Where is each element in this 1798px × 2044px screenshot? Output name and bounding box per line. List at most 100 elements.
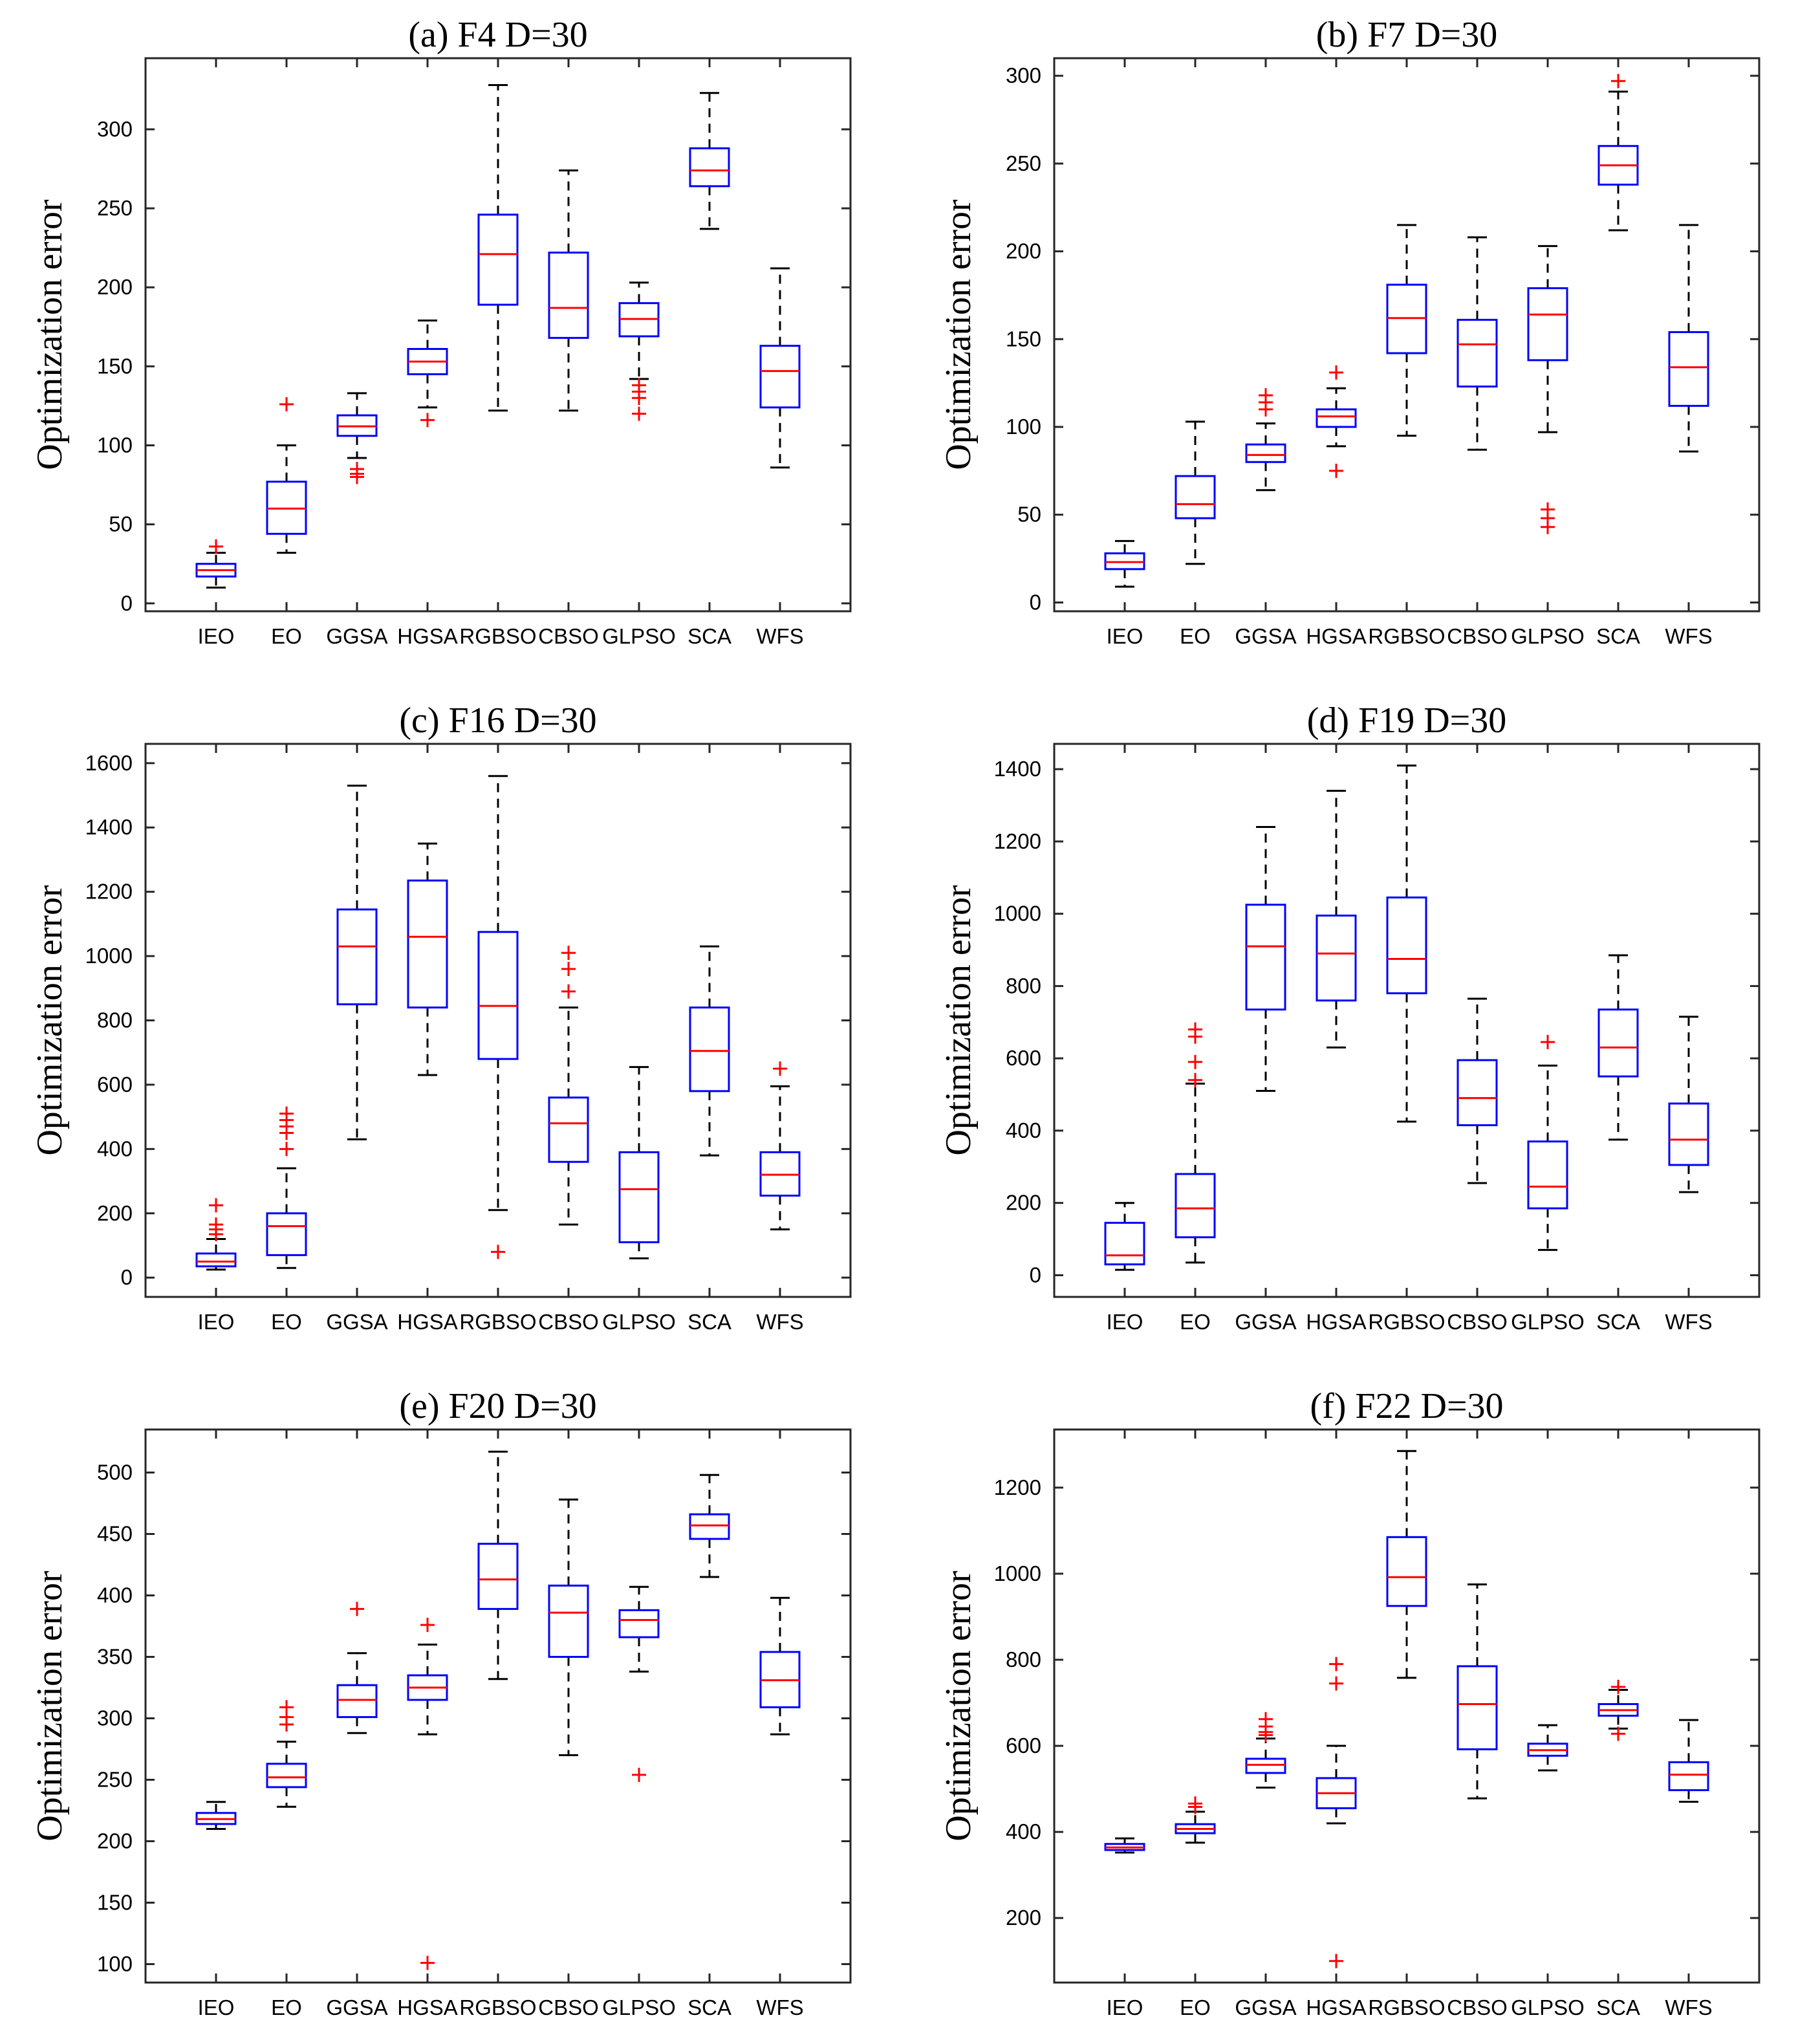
- boxplot-sca: [689, 1473, 730, 1578]
- boxplot-sca: [1598, 74, 1639, 232]
- outlier-marker: [561, 961, 576, 976]
- iqr-box: [336, 1684, 378, 1719]
- iqr-box: [1245, 1757, 1286, 1774]
- outlier-marker: [561, 946, 576, 961]
- boxplot-eo: [1175, 420, 1216, 565]
- boxplot-hgsa: [1316, 1657, 1357, 1968]
- y-tick-label: 200: [1006, 1191, 1041, 1215]
- x-category-label: HGSA: [1306, 1310, 1367, 1334]
- y-tick-label: 400: [1006, 1118, 1041, 1142]
- iqr-box: [1245, 904, 1286, 1011]
- x-category-label: EO: [1180, 1995, 1211, 2019]
- y-tick-label: 1400: [85, 815, 133, 839]
- outlier-marker: [1329, 365, 1343, 380]
- chart-panel-1: (b) F7 D=30 Optimization error 0 50 100 150 20…: [938, 15, 1760, 648]
- boxplot-cbso: [548, 1498, 589, 1756]
- chart-panel-0: (a) F4 D=30 Optimization error 0 50 100 150 20…: [30, 15, 852, 648]
- outlier-marker: [279, 1700, 294, 1715]
- outlier-marker: [279, 1106, 294, 1121]
- iqr-box: [336, 908, 378, 1006]
- axes-frame: [144, 743, 852, 1298]
- iqr-box: [1175, 1173, 1216, 1239]
- boxplot-sca: [1598, 1679, 1639, 1741]
- chart-title: (d) F19 D=30: [1307, 701, 1506, 741]
- outlier-marker: [632, 406, 646, 421]
- outlier-marker: [1541, 502, 1555, 517]
- outlier-marker: [632, 378, 646, 393]
- boxplot-eo: [266, 1700, 307, 1808]
- iqr-box: [1668, 1761, 1709, 1792]
- boxplot-rgbso: [1386, 1450, 1427, 1679]
- y-tick-label: 250: [97, 196, 133, 220]
- outlier-marker: [1541, 1035, 1555, 1050]
- x-category-label: RGBSO: [1368, 624, 1445, 648]
- boxplot-eo: [266, 397, 307, 554]
- boxplot-wfs: [759, 1596, 801, 1735]
- iqr-box: [1668, 331, 1709, 407]
- y-tick-label: 250: [1006, 151, 1041, 175]
- outlier-marker: [279, 1142, 294, 1157]
- x-category-label: RGBSO: [459, 1310, 536, 1334]
- boxplot-glpso: [1527, 1724, 1568, 1772]
- y-tick-label: 200: [1006, 1906, 1041, 1930]
- boxplot-hgsa: [407, 842, 448, 1076]
- boxplot-glpso: [1527, 245, 1568, 534]
- x-category-label: CBSO: [1447, 624, 1508, 648]
- outlier-marker: [1329, 1657, 1343, 1671]
- boxplot-cbso: [1457, 1583, 1498, 1799]
- boxplot-rgbso: [477, 1450, 519, 1680]
- y-tick-label: 500: [97, 1461, 133, 1484]
- chart-panel-3: (d) F19 D=30 Optimization error 0 200 400 600…: [938, 701, 1760, 1334]
- iqr-box: [548, 1096, 589, 1163]
- y-tick-label: 100: [97, 433, 133, 457]
- boxplot-cbso: [548, 169, 589, 412]
- iqr-box: [477, 213, 519, 306]
- iqr-box: [1457, 318, 1498, 388]
- x-category-label: EO: [271, 624, 302, 648]
- y-tick-label: 600: [1006, 1046, 1041, 1070]
- iqr-box: [477, 931, 519, 1060]
- outlier-marker: [1329, 1676, 1343, 1691]
- outlier-marker: [209, 1198, 223, 1213]
- outlier-marker: [561, 984, 576, 999]
- iqr-box: [618, 1151, 660, 1243]
- x-category-label: RGBSO: [459, 624, 536, 648]
- y-tick-label: 150: [97, 1891, 133, 1915]
- y-tick-label: 1000: [994, 1561, 1041, 1585]
- y-tick-label: 0: [121, 591, 133, 615]
- boxplot-ieo: [1104, 1837, 1145, 1854]
- boxplot-ieo: [195, 539, 237, 589]
- y-tick-label: 150: [97, 354, 133, 378]
- y-tick-label: 150: [1006, 327, 1041, 351]
- x-category-label: GGSA: [1235, 1310, 1296, 1334]
- x-category-label: SCA: [688, 1310, 731, 1334]
- outlier-marker: [1188, 1054, 1202, 1069]
- iqr-box: [1175, 475, 1216, 519]
- x-category-label: IEO: [1107, 1310, 1143, 1334]
- iqr-box: [618, 1609, 660, 1638]
- y-tick-label: 200: [97, 1829, 133, 1853]
- y-tick-label: 50: [109, 512, 133, 536]
- x-category-label: IEO: [198, 1310, 235, 1334]
- y-tick-label: 1200: [994, 829, 1041, 853]
- x-category-label: SCA: [1596, 1995, 1640, 2019]
- boxplot-glpso: [618, 281, 660, 421]
- y-tick-label: 400: [1006, 1820, 1041, 1843]
- y-tick-label: 1200: [994, 1475, 1041, 1499]
- y-tick-label: 1000: [85, 944, 133, 968]
- y-tick-label: 250: [97, 1768, 133, 1792]
- boxplot-ggsa: [336, 785, 378, 1140]
- boxplot-hgsa: [407, 1618, 448, 1970]
- y-tick-label: 450: [97, 1522, 133, 1546]
- boxplot-eo: [1175, 1022, 1216, 1264]
- boxplot-hgsa: [1316, 365, 1357, 478]
- x-category-label: HGSA: [397, 624, 458, 648]
- y-tick-label: 100: [1006, 415, 1041, 439]
- x-category-label: EO: [1180, 624, 1211, 648]
- boxplot-ggsa: [1245, 1712, 1286, 1789]
- boxplot-eo: [1175, 1796, 1216, 1844]
- outlier-marker: [350, 1602, 364, 1616]
- iqr-box: [266, 1212, 307, 1256]
- chart-title: (c) F16 D=30: [399, 701, 596, 741]
